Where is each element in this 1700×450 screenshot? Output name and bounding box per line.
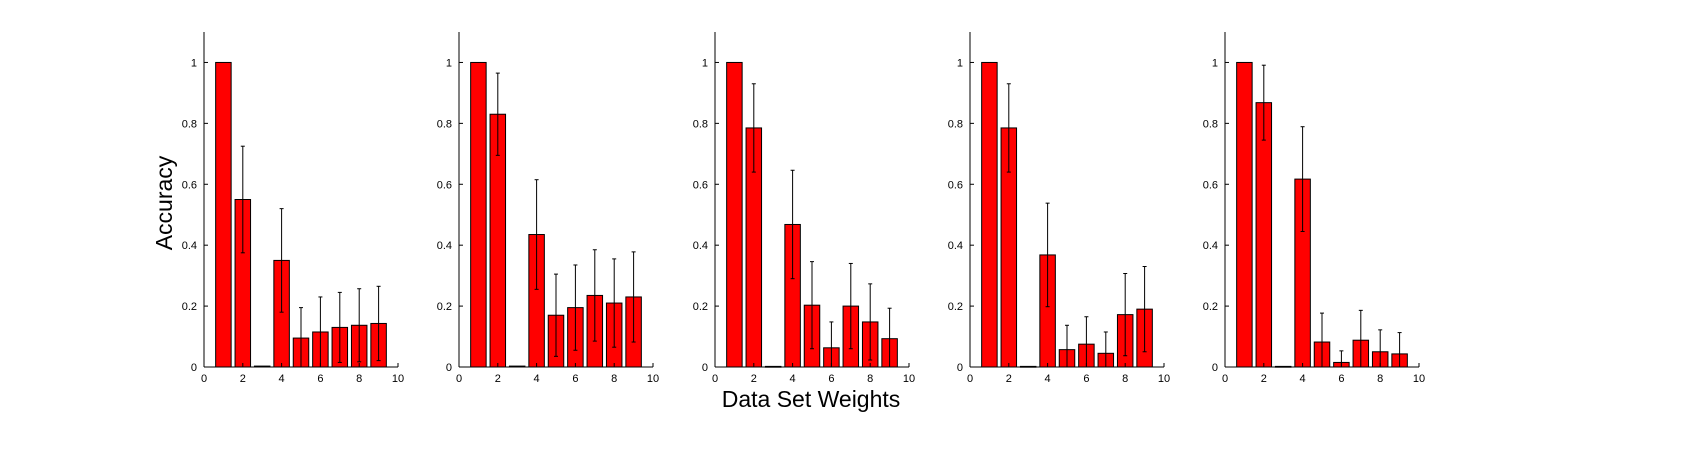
- x-tick-label: 10: [392, 373, 404, 385]
- x-tick-label: 10: [903, 373, 915, 385]
- bar: [215, 61, 232, 368]
- x-tick-label: 6: [828, 373, 834, 385]
- x-tick-label: 8: [1377, 373, 1383, 385]
- x-tick-label: 2: [240, 373, 246, 385]
- x-tick-label: 4: [1300, 373, 1306, 385]
- subplot-5: 00.20.40.60.810 2 4 6 8 10: [1203, 32, 1425, 385]
- x-tick-label: 0: [456, 373, 462, 385]
- x-axis-title: Data Set Weights: [722, 386, 901, 412]
- x-tick-label: 10: [1413, 373, 1425, 385]
- x-tick-label: 0: [712, 373, 718, 385]
- y-tick-label: 0.6: [948, 179, 963, 191]
- subplot-2: 00.20.40.60.810 2 4 6 8 10: [437, 32, 659, 385]
- y-tick-label: 0.8: [437, 118, 452, 130]
- x-tick-label: 0: [1222, 373, 1228, 385]
- y-tick-label: 0.4: [1203, 240, 1218, 252]
- y-tick-label: 0: [446, 362, 452, 374]
- x-tick-label: 0: [201, 373, 207, 385]
- y-tick-label: 1: [957, 57, 963, 69]
- x-tick-label: 2: [495, 373, 501, 385]
- y-tick-label: 0.4: [948, 240, 963, 252]
- y-axis-title: Accuracy: [151, 155, 177, 250]
- bar: [1236, 61, 1253, 368]
- x-tick-label: 8: [867, 373, 873, 385]
- x-tick-label: 6: [1083, 373, 1089, 385]
- x-tick-label: 6: [1338, 373, 1344, 385]
- y-tick-label: 0.6: [437, 179, 452, 191]
- x-tick-label: 8: [611, 373, 617, 385]
- x-tick-label: 10: [647, 373, 659, 385]
- x-tick-label: 4: [279, 373, 285, 385]
- y-tick-label: 1: [1212, 57, 1218, 69]
- y-tick-label: 0.2: [1203, 301, 1218, 313]
- subplot-1: 00.20.40.60.810 2 4 6 8 10: [182, 32, 404, 385]
- x-tick-label: 4: [1045, 373, 1051, 385]
- y-tick-label: 1: [702, 57, 708, 69]
- bar: [981, 61, 998, 368]
- y-tick-label: 0.6: [182, 179, 197, 191]
- y-tick-label: 0.4: [437, 240, 452, 252]
- subplot-4: 00.20.40.60.810 2 4 6 8 10: [948, 32, 1170, 385]
- y-tick-label: 0.2: [437, 301, 452, 313]
- y-tick-label: 0.2: [182, 301, 197, 313]
- y-tick-label: 0.6: [693, 179, 708, 191]
- y-tick-label: 0: [702, 362, 708, 374]
- x-tick-label: 2: [751, 373, 757, 385]
- bar: [726, 61, 743, 368]
- y-tick-label: 1: [191, 57, 197, 69]
- y-tick-label: 0.2: [693, 301, 708, 313]
- x-tick-label: 8: [356, 373, 362, 385]
- y-tick-label: 0.8: [182, 118, 197, 130]
- y-tick-label: 0.2: [948, 301, 963, 313]
- y-tick-label: 0.6: [1203, 179, 1218, 191]
- y-tick-label: 0: [957, 362, 963, 374]
- subplot-3: 00.20.40.60.810 2 4 6 8 10: [693, 32, 915, 385]
- y-tick-label: 0.8: [948, 118, 963, 130]
- y-tick-label: 0.8: [1203, 118, 1218, 130]
- x-tick-label: 4: [534, 373, 540, 385]
- x-tick-label: 8: [1122, 373, 1128, 385]
- x-tick-label: 2: [1006, 373, 1012, 385]
- bar: [1255, 102, 1273, 368]
- y-tick-label: 0: [191, 362, 197, 374]
- x-tick-label: 0: [967, 373, 973, 385]
- x-tick-label: 6: [317, 373, 323, 385]
- x-tick-label: 4: [790, 373, 796, 385]
- y-tick-label: 0.4: [693, 240, 708, 252]
- y-tick-label: 0: [1212, 362, 1218, 374]
- y-tick-label: 1: [446, 57, 452, 69]
- bar: [470, 61, 487, 368]
- x-tick-label: 6: [572, 373, 578, 385]
- x-tick-label: 2: [1261, 373, 1267, 385]
- y-tick-label: 0.8: [693, 118, 708, 130]
- y-tick-label: 0.4: [182, 240, 197, 252]
- x-tick-label: 10: [1158, 373, 1170, 385]
